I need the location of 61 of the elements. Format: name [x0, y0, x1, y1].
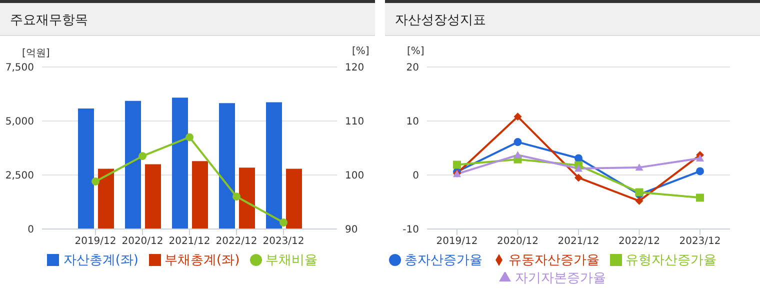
- bar: [78, 108, 94, 229]
- point: [186, 133, 194, 142]
- bar: [98, 168, 114, 229]
- x-tick-label: 2020/12: [122, 236, 164, 248]
- y2-tick-label: 110: [345, 116, 364, 128]
- bar: [266, 102, 282, 229]
- bar: [286, 168, 302, 229]
- point: [514, 112, 522, 121]
- bar: [192, 161, 208, 229]
- bar: [125, 100, 141, 229]
- legend-label: 자기자본증가율: [515, 271, 606, 286]
- bar: [172, 98, 188, 229]
- y-tick-label: 0: [412, 170, 419, 182]
- x-tick-label: 2021/12: [558, 236, 600, 248]
- point: [574, 164, 582, 172]
- point: [574, 154, 582, 162]
- y-tick-label: 7,500: [5, 62, 34, 74]
- y-tick-label: 0: [28, 224, 34, 236]
- y2-tick-label: 90: [345, 224, 358, 236]
- y-axis-title: [억원]: [22, 47, 50, 60]
- point: [138, 152, 146, 160]
- y2-tick-label: 100: [345, 170, 364, 182]
- legend-label: 자산총계(좌): [63, 253, 138, 268]
- x-tick-label: 2021/12: [168, 236, 210, 248]
- legend-label: 부채비율: [266, 253, 318, 268]
- point: [696, 194, 704, 202]
- point: [635, 196, 644, 205]
- point: [232, 192, 240, 201]
- point: [92, 177, 100, 186]
- y2-tick-label: 120: [345, 62, 364, 74]
- point: [696, 154, 704, 162]
- y-tick-label: 20: [406, 62, 419, 74]
- point: [280, 218, 288, 227]
- y-axis-title: [%]: [407, 46, 424, 57]
- x-tick-label: 2019/12: [436, 236, 478, 248]
- y-tick-label: 2,500: [5, 170, 34, 182]
- y-tick-label: 10: [406, 116, 419, 128]
- bar: [239, 168, 255, 229]
- y-tick-label: -10: [402, 224, 419, 236]
- legend-label: 총자산증가율: [404, 253, 482, 268]
- point: [696, 167, 704, 176]
- legend-label: 부채총계(좌): [164, 253, 240, 268]
- chart-title: 주요재무항목: [0, 0, 375, 36]
- x-tick-label: 2020/12: [496, 236, 539, 248]
- point: [514, 151, 522, 158]
- x-tick-label: 2023/12: [679, 236, 721, 248]
- bar: [145, 164, 161, 229]
- bar: [219, 103, 235, 229]
- y2-axis-title: [%]: [352, 46, 370, 57]
- legend-label: 유동자산증가율: [508, 253, 600, 268]
- x-tick-label: 2023/12: [262, 236, 304, 248]
- legend-label: 유형자산증가율: [626, 253, 716, 268]
- y-tick-label: 5,000: [5, 116, 34, 128]
- point: [514, 138, 522, 146]
- point: [635, 163, 644, 171]
- x-tick-label: 2022/12: [216, 236, 258, 248]
- point: [574, 174, 582, 182]
- x-tick-label: 2019/12: [74, 236, 116, 248]
- chart-title: 자산성장성지표: [385, 0, 760, 36]
- x-tick-label: 2022/12: [618, 236, 660, 248]
- point: [453, 160, 461, 169]
